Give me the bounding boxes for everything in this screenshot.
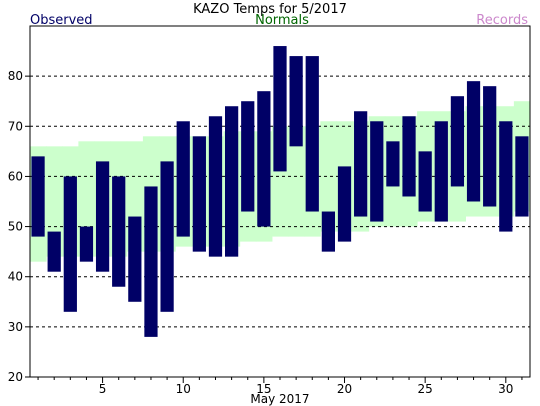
axes: 20 30 40 50 60 70 80 5 10 15 20 25 30 (8, 69, 523, 396)
chart-title: KAZO Temps for 5/2017 (193, 2, 347, 17)
y-tick-label-50: 50 (8, 220, 23, 234)
normal-band-day-19 (320, 121, 337, 232)
x-tick-label-5: 5 (99, 382, 107, 396)
observed-bar-day-19 (321, 211, 335, 252)
observed-bar-day-25 (418, 151, 432, 212)
observed-bar-day-15 (257, 91, 271, 227)
y-tick-label-30: 30 (8, 320, 23, 334)
observed-bar-day-21 (354, 111, 368, 217)
x-axis-label: May 2017 (250, 392, 309, 406)
observed-bar-day-8 (144, 186, 158, 337)
observed-bar-day-26 (434, 121, 448, 222)
y-tick-label-40: 40 (8, 270, 23, 284)
observed-bar-day-5 (95, 161, 110, 272)
observed-bar-day-20 (337, 166, 352, 242)
x-tick-label-20: 20 (337, 382, 352, 396)
observed-bar-day-7 (128, 216, 142, 302)
x-tick-label-30: 30 (498, 382, 513, 396)
observed-bar-day-24 (402, 116, 416, 197)
y-tick-label-80: 80 (8, 69, 23, 83)
observed-bars (31, 46, 529, 337)
observed-bar-day-31 (515, 136, 529, 217)
observed-bar-day-10 (176, 121, 190, 237)
y-tick-label-60: 60 (8, 169, 23, 183)
observed-bar-day-4 (79, 226, 94, 262)
y-tick-label-70: 70 (8, 119, 23, 133)
observed-bar-day-27 (450, 96, 465, 187)
legend-records: Records (476, 13, 528, 28)
observed-bar-day-30 (499, 121, 513, 232)
observed-bar-day-23 (386, 141, 400, 187)
observed-bar-day-9 (160, 161, 174, 312)
legend-observed: Observed (30, 13, 93, 28)
observed-bar-day-29 (483, 86, 497, 207)
observed-bar-day-3 (63, 176, 77, 312)
x-tick-label-10: 10 (176, 382, 191, 396)
observed-bar-day-17 (289, 56, 303, 147)
normal-band-day-17 (288, 126, 305, 237)
observed-bar-day-28 (466, 81, 481, 202)
observed-bar-day-13 (225, 106, 239, 257)
observed-bar-day-2 (47, 231, 61, 272)
normal-band-day-2 (46, 146, 63, 257)
x-tick-label-25: 25 (418, 382, 433, 396)
observed-bar-day-12 (208, 116, 223, 257)
legend-normals: Normals (255, 13, 309, 28)
observed-bar-day-6 (112, 176, 126, 287)
observed-bar-day-11 (192, 136, 206, 252)
observed-bar-day-14 (241, 101, 255, 212)
observed-bar-day-1 (31, 156, 45, 237)
x-tick-label-15: 15 (256, 382, 271, 396)
observed-bar-day-22 (370, 121, 384, 222)
observed-bar-day-16 (273, 46, 287, 172)
observed-bar-day-18 (305, 56, 319, 212)
y-tick-label-20: 20 (8, 370, 23, 384)
